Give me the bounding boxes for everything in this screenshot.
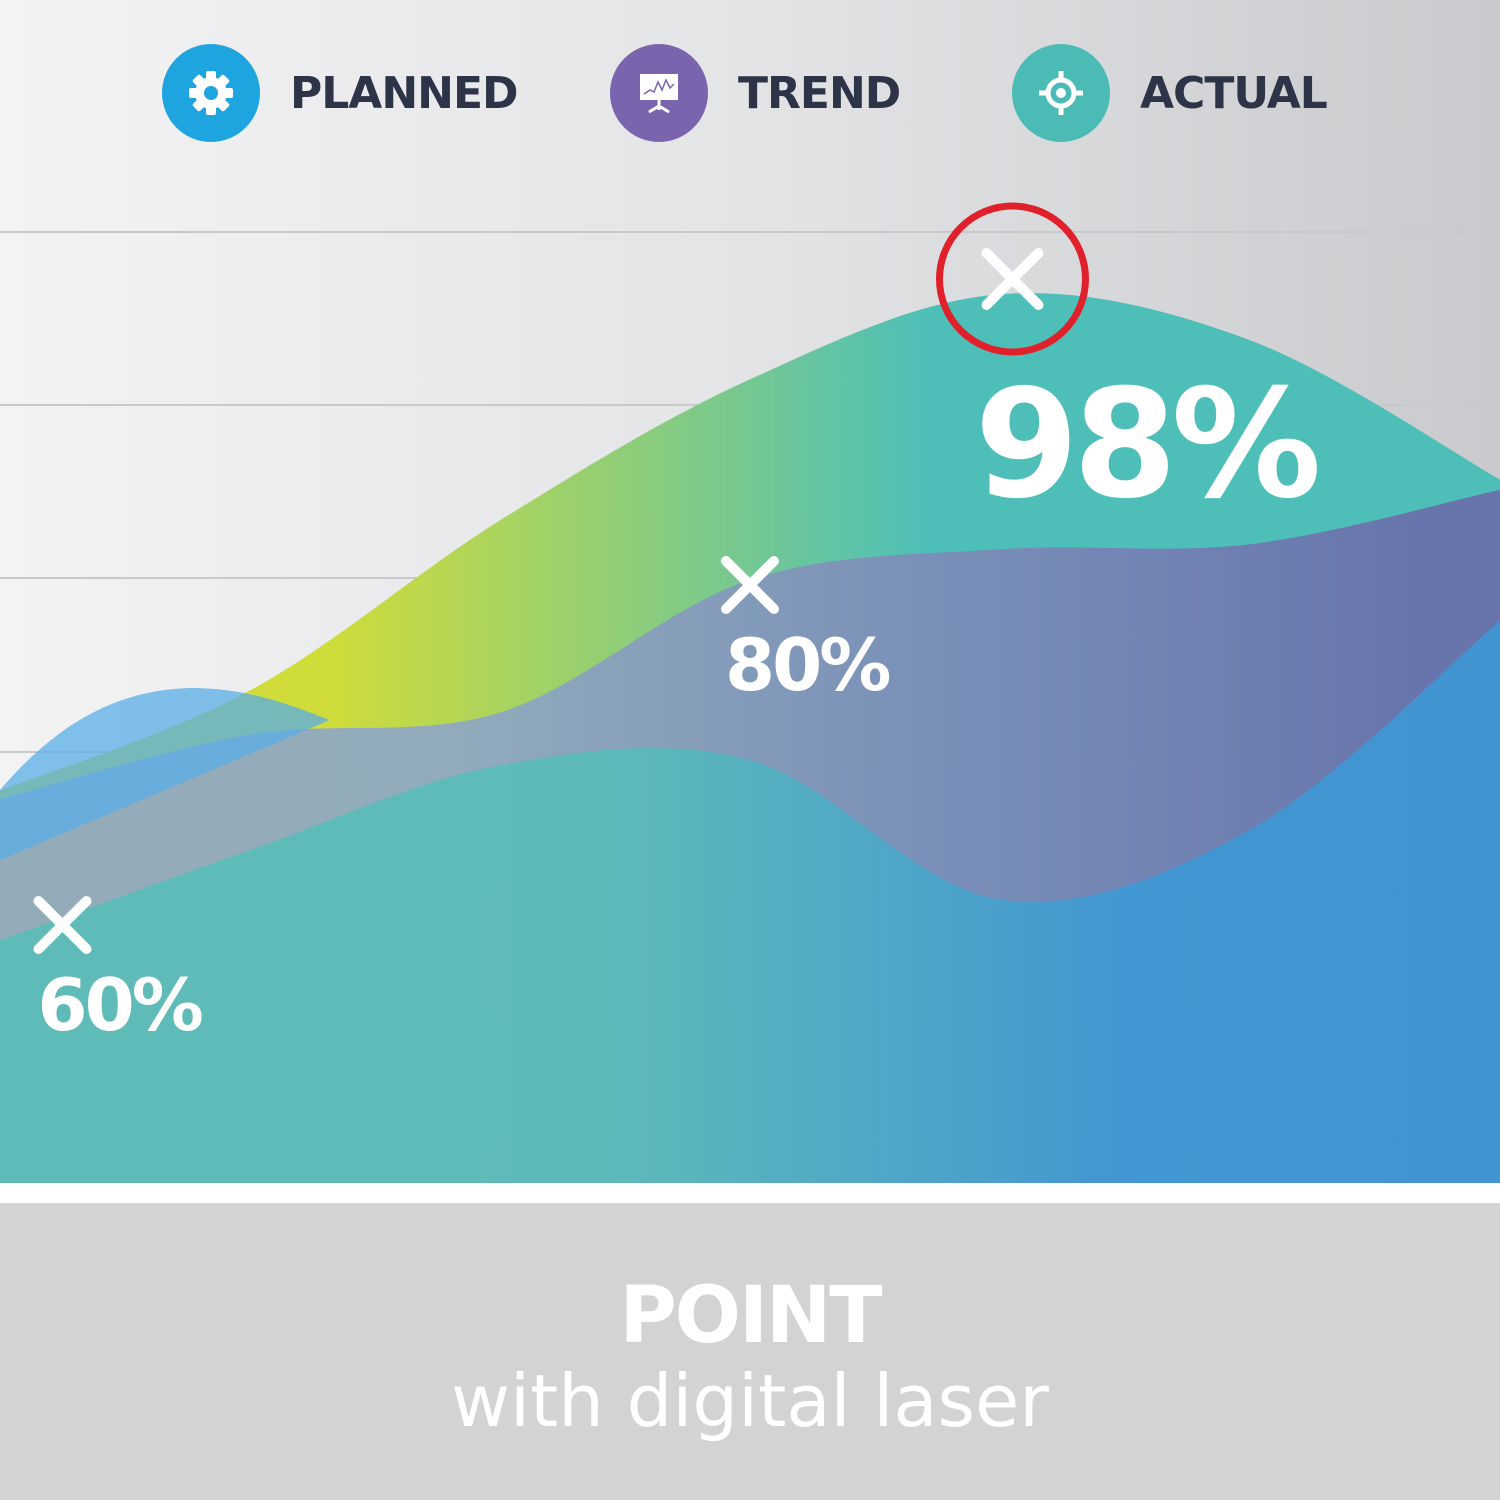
legend-item-actual: ACTUAL	[1012, 44, 1328, 142]
legend-label: ACTUAL	[1140, 67, 1328, 119]
x-marker	[33, 896, 92, 954]
footer-subtitle: with digital laser	[451, 1359, 1049, 1443]
footer-banner: POINT with digital laser	[0, 1203, 1500, 1500]
target-icon	[1012, 44, 1110, 142]
presentation-chart-icon	[610, 44, 708, 142]
legend-label: PLANNED	[290, 67, 519, 119]
data-label: 98%	[975, 358, 1318, 532]
x-marker	[981, 248, 1044, 310]
legend-item-trend: TREND	[610, 44, 901, 142]
gear-icon	[162, 44, 260, 142]
highlight-circle	[936, 202, 1089, 356]
area-planned	[0, 620, 1500, 1183]
legend-item-planned: PLANNED	[162, 44, 519, 142]
x-marker	[721, 556, 779, 614]
footer-title: POINT	[619, 1271, 883, 1361]
divider	[0, 1183, 1500, 1203]
legend-label: TREND	[738, 67, 901, 119]
data-label: 60%	[38, 963, 202, 1047]
area-chart: 60% 80% 98%	[0, 202, 1500, 1183]
data-label: 80%	[725, 623, 889, 707]
planned-hump-area	[0, 688, 330, 860]
